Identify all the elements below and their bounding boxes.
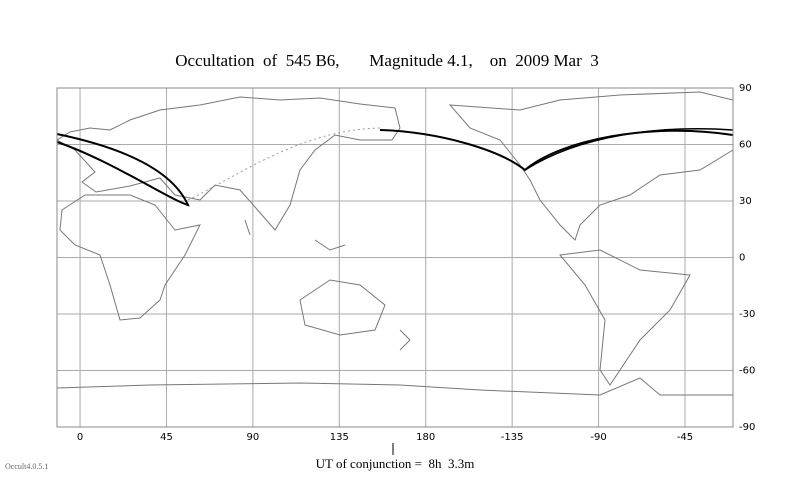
x-tick-label: -45: [677, 432, 693, 443]
title: Occultation of 545 B6, Magnitude 4.1, on…: [175, 51, 599, 70]
x-tick-label: 90: [247, 432, 260, 443]
y-tick-label: 60: [739, 140, 752, 151]
coastline: [559, 249, 691, 386]
x-tick-label: 45: [160, 432, 173, 443]
x-tick-label: 0: [77, 432, 83, 443]
conjunction-label: UT of conjunction = 8h 3.3m: [316, 456, 475, 471]
coastline: [448, 91, 734, 241]
coastlines: [56, 91, 734, 396]
path-limit: [379, 129, 734, 172]
coastline: [244, 219, 411, 351]
occultation-path: [56, 127, 734, 207]
x-tick-label: 180: [416, 432, 435, 443]
y-tick-label: -60: [739, 366, 755, 377]
path-limit: [524, 128, 734, 171]
y-tick-label: 90: [739, 83, 752, 94]
coastline: [299, 279, 386, 336]
map-frame: [56, 87, 734, 428]
x-tick-label: 135: [330, 432, 349, 443]
y-tick-label: 0: [739, 253, 745, 264]
coastline: [59, 194, 201, 321]
path-limit: [56, 133, 190, 207]
x-tick-label: -90: [590, 432, 606, 443]
path-daylight: [187, 127, 381, 201]
y-tick-label: 30: [739, 196, 752, 207]
coastline: [56, 377, 733, 396]
version-label: Occult4.0.5.1: [5, 462, 48, 471]
coastline: [56, 96, 401, 231]
grid: [57, 87, 733, 428]
y-tick-label: -90: [739, 422, 755, 433]
y-tick-label: -30: [739, 309, 755, 320]
x-tick-label: -135: [501, 432, 524, 443]
